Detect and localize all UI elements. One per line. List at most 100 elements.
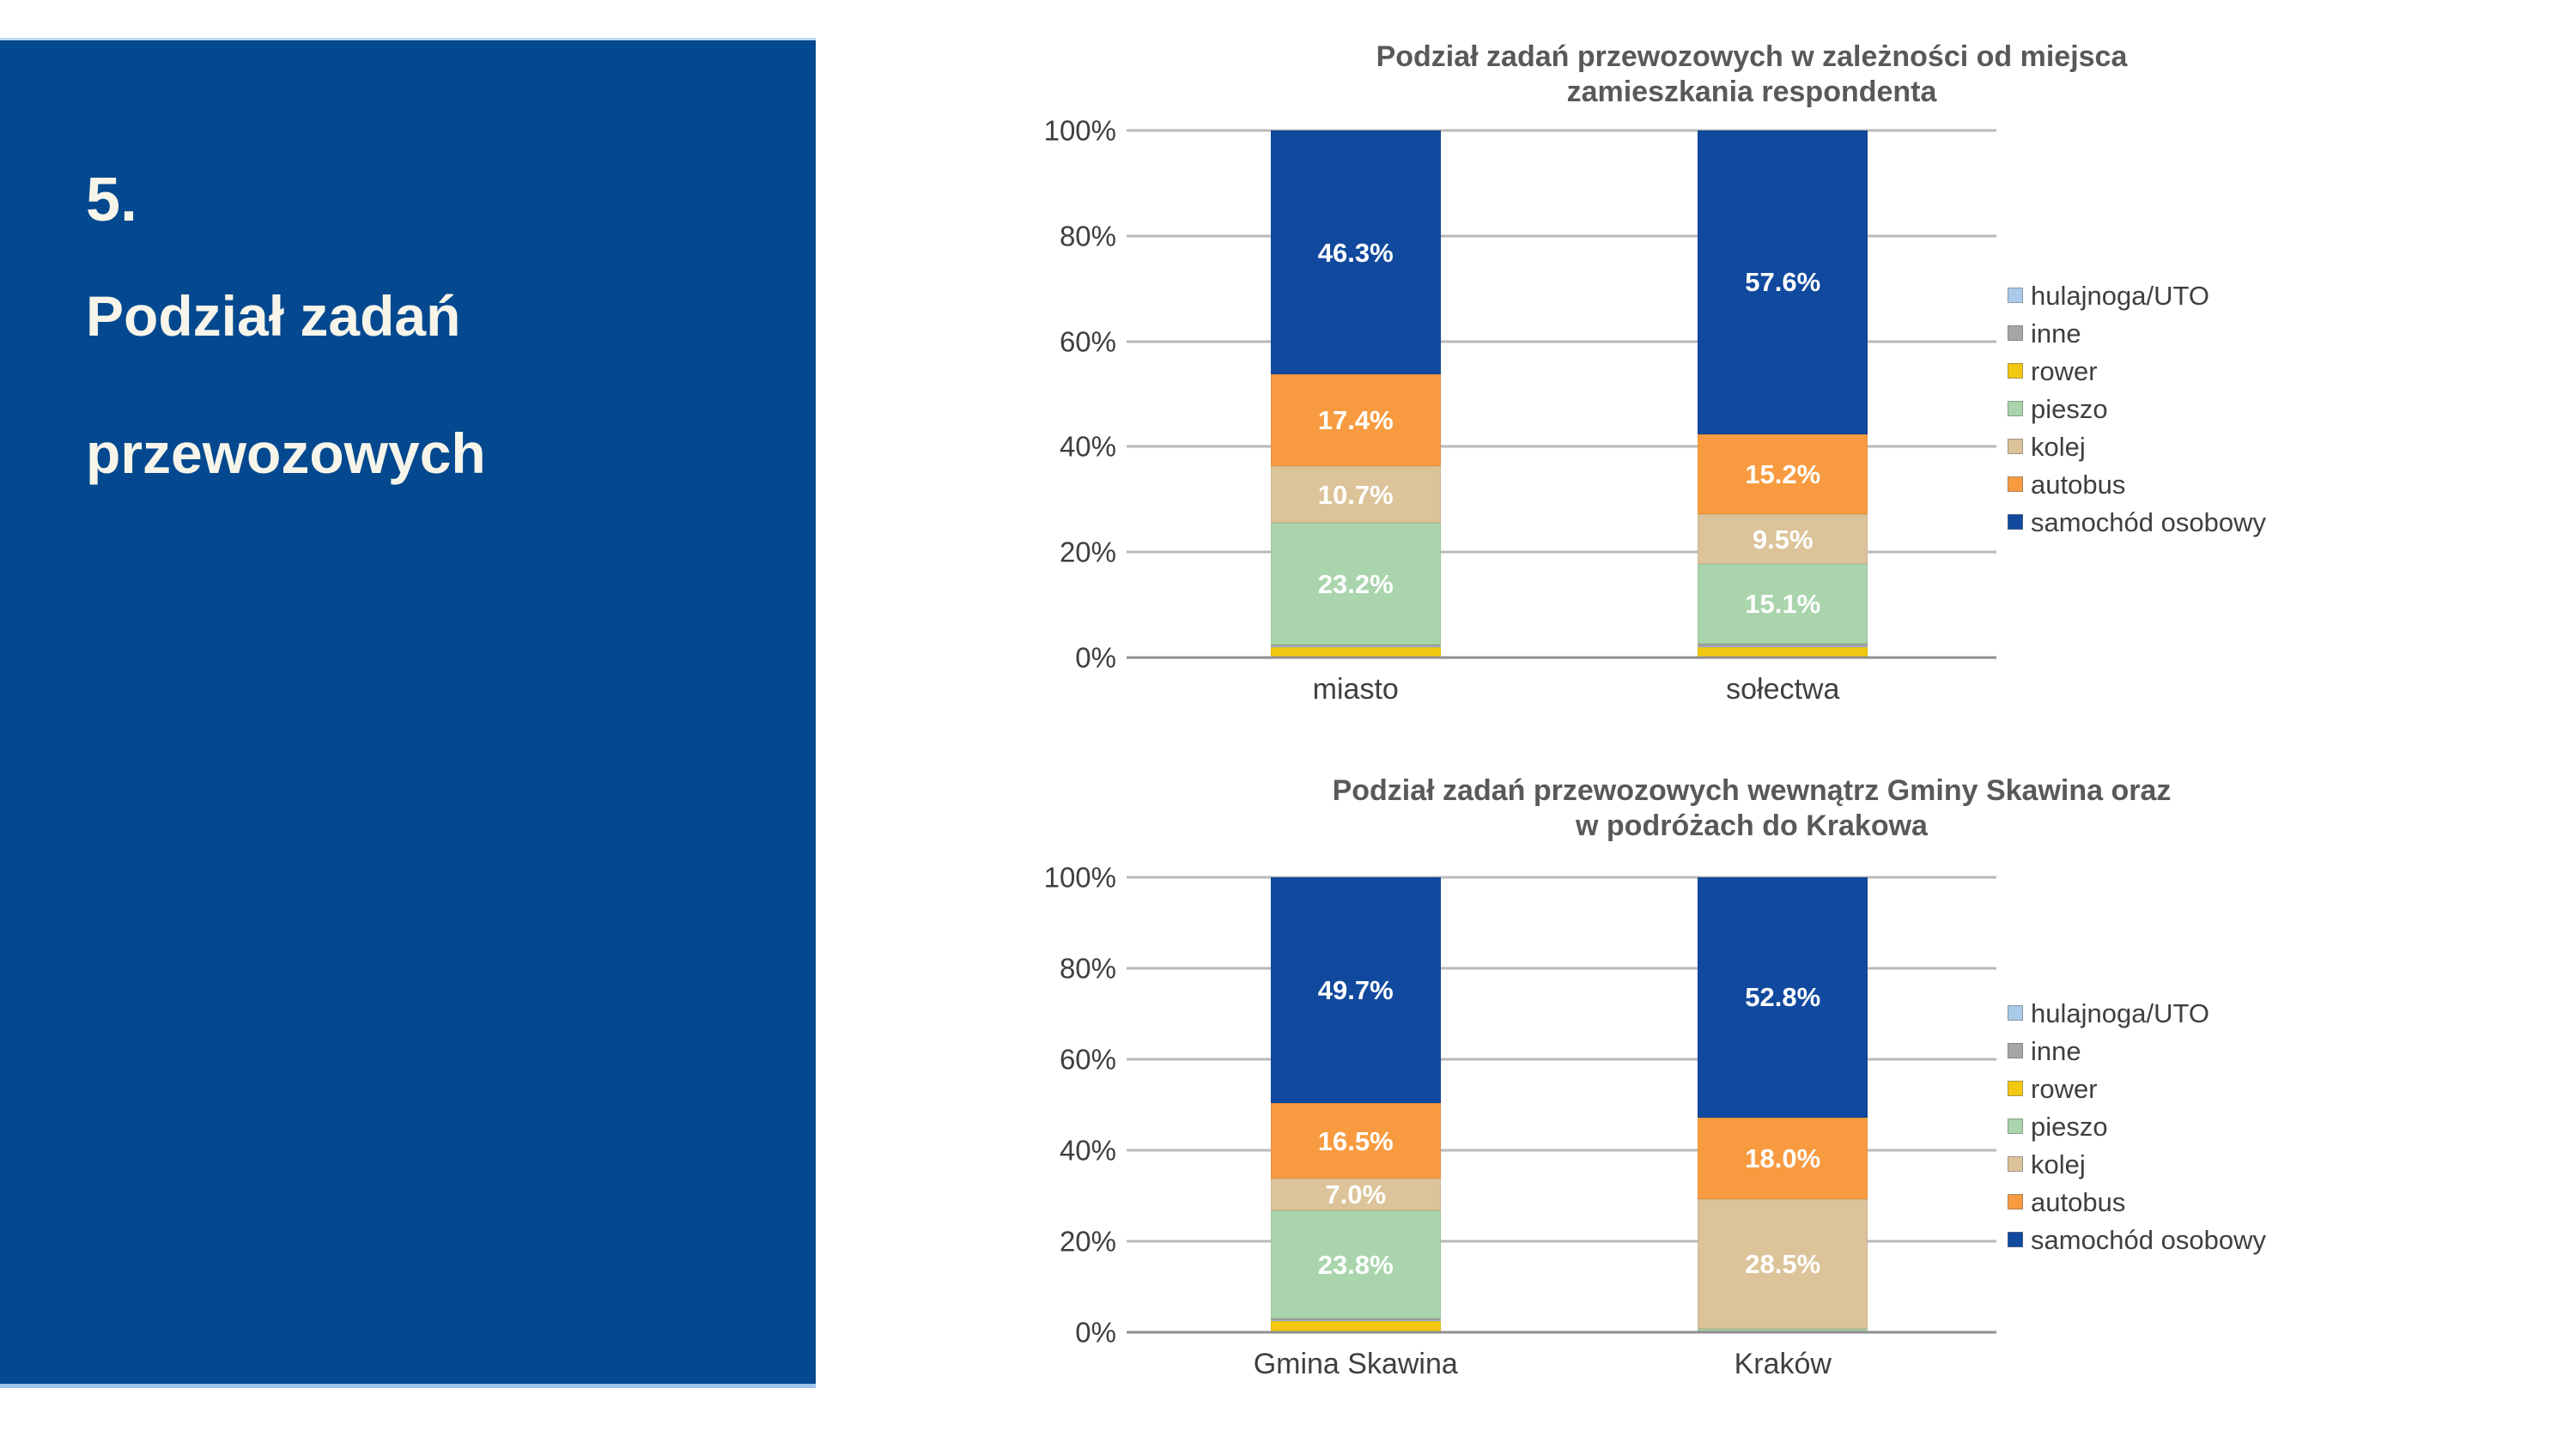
segment-samochod: 52.8%	[1698, 877, 1868, 1118]
segment-kolej: 9.5%	[1698, 514, 1868, 565]
segment-hulajnoga	[1270, 646, 1441, 647]
segment-value-label: 57.6%	[1745, 267, 1821, 298]
segment-autobus: 17.4%	[1270, 374, 1441, 467]
category-slot: 28.5% 18.0% 52.8% Kraków	[1570, 877, 1997, 1380]
segment-autobus: 18.0%	[1698, 1117, 1868, 1200]
segment-value-label: 52.8%	[1745, 982, 1821, 1013]
segment-kolej: 7.0%	[1270, 1178, 1441, 1210]
legend-label: autobus	[2031, 1186, 2126, 1217]
legend-label: autobus	[2031, 469, 2126, 500]
legend-label: pieszo	[2031, 393, 2108, 424]
x-category-label: Gmina Skawina	[1253, 1348, 1458, 1380]
legend-swatch-autobus	[2008, 1194, 2023, 1210]
segment-value-label: 46.3%	[1317, 237, 1394, 268]
segment-value-label: 10.7%	[1317, 479, 1394, 510]
legend-swatch-samochod	[2008, 1232, 2023, 1247]
legend-item-pieszo: pieszo	[2008, 390, 2355, 427]
legend-swatch-kolej	[2008, 1156, 2023, 1172]
segment-pieszo: 23.2%	[1270, 522, 1441, 646]
y-tick-label-100: 100%	[1043, 861, 1116, 894]
gridline-100	[1127, 129, 1996, 132]
stacked-bar: 28.5% 18.0% 52.8%	[1698, 877, 1868, 1332]
legend-label: samochód osobowy	[2031, 506, 2266, 537]
segment-inne	[1270, 645, 1441, 647]
bars-area: 23.2% 10.7% 17.4% 46.3% miasto 15.1% 9.5% 15.2%…	[1142, 130, 1997, 706]
legend-swatch-inne	[2008, 1043, 2023, 1058]
segment-value-label: 23.2%	[1317, 568, 1394, 599]
segment-pieszo	[1698, 1329, 1868, 1332]
category-slot: 23.8% 7.0% 16.5% 49.7% Gmina Skawina	[1142, 877, 1570, 1380]
legend-item-samochod: samochód osobowy	[2008, 503, 2355, 541]
y-tick-label-60: 60%	[1059, 1043, 1116, 1076]
legend-label: rower	[2031, 1073, 2098, 1104]
y-tick-label-0: 0%	[1075, 1316, 1116, 1349]
segment-hulajnoga	[1270, 1320, 1441, 1321]
segment-value-label: 18.0%	[1745, 1143, 1821, 1174]
chart-title-line-2: w podróżach do Krakowa	[1576, 809, 1928, 843]
segment-pieszo: 15.1%	[1698, 564, 1868, 645]
stacked-bar: 23.8% 7.0% 16.5% 49.7%	[1270, 877, 1441, 1332]
legend-swatch-rower	[2008, 363, 2023, 379]
y-tick-label-0: 0%	[1075, 641, 1116, 674]
legend-item-inne: inne	[2008, 314, 2355, 352]
legend-label: hulajnoga/UTO	[2031, 280, 2209, 311]
y-tick-label-20: 20%	[1059, 536, 1116, 568]
stacked-bar: 15.1% 9.5% 15.2% 57.6%	[1698, 130, 1868, 658]
chart-title: Podział zadań przewozowych wewnątrz Gmin…	[1142, 773, 2361, 845]
legend-label: inne	[2031, 318, 2081, 349]
y-tick-label-80: 80%	[1059, 220, 1116, 252]
legend-item-rower: rower	[2008, 352, 2355, 390]
legend-item-pieszo: pieszo	[2008, 1107, 2355, 1145]
legend-item-autobus: autobus	[2008, 1183, 2355, 1221]
segment-rower	[1270, 1320, 1441, 1332]
segment-samochod: 46.3%	[1270, 130, 1441, 375]
legend-swatch-kolej	[2008, 439, 2023, 454]
legend-swatch-pieszo	[2008, 401, 2023, 416]
legend-item-kolej: kolej	[2008, 427, 2355, 465]
legend-item-hulajnoga: hulajnoga/UTO	[2008, 276, 2355, 314]
segment-value-label: 28.5%	[1745, 1249, 1821, 1280]
segment-kolej: 10.7%	[1270, 466, 1441, 523]
gridline-40	[1127, 1149, 1996, 1152]
legend-label: hulajnoga/UTO	[2031, 997, 2209, 1028]
segment-value-label: 9.5%	[1752, 524, 1814, 555]
chart-modal-split-skawina-krakow: Podział zadań przewozowych wewnątrz Gmin…	[1044, 768, 2361, 1446]
segment-inne	[1270, 1319, 1441, 1321]
segment-value-label: 23.8%	[1317, 1249, 1394, 1280]
stacked-bar: 23.2% 10.7% 17.4% 46.3%	[1270, 130, 1441, 658]
segment-rower	[1698, 646, 1868, 658]
segment-value-label: 15.1%	[1745, 589, 1821, 620]
chart-title-line-1: Podział zadań przewozowych wewnątrz Gmin…	[1332, 774, 2172, 807]
chart-legend: hulajnoga/UTO inne rower pieszo kolej autobus…	[2008, 276, 2355, 541]
category-slot: 23.2% 10.7% 17.4% 46.3% miasto	[1142, 130, 1570, 706]
segment-pieszo: 23.8%	[1270, 1210, 1441, 1319]
category-slot: 15.1% 9.5% 15.2% 57.6% sołectwa	[1570, 130, 1997, 706]
legend-swatch-samochod	[2008, 514, 2023, 530]
segment-rower	[1270, 646, 1441, 658]
gridline-80	[1127, 967, 1996, 970]
legend-label: kolej	[2031, 1149, 2086, 1179]
segment-inne	[1698, 644, 1868, 646]
plot-area: 23.8% 7.0% 16.5% 49.7% Gmina Skawina 28.5% 18.…	[1044, 864, 1997, 1380]
segment-hulajnoga	[1698, 646, 1868, 647]
chart-title: Podział zadań przewozowych w zależności …	[1142, 39, 2361, 111]
chart-legend: hulajnoga/UTO inne rower pieszo kolej autobus…	[2008, 994, 2355, 1258]
gridline-100	[1127, 876, 1996, 879]
legend-label: pieszo	[2031, 1111, 2108, 1142]
bars-area: 23.8% 7.0% 16.5% 49.7% Gmina Skawina 28.5% 18.…	[1142, 877, 1997, 1380]
section-title-line-2: przewozowych	[86, 421, 486, 485]
gridline-60	[1127, 340, 1996, 343]
gridline-0	[1127, 1331, 1996, 1334]
segment-samochod: 49.7%	[1270, 877, 1441, 1104]
chart-title-line-2: zamieszkania respondenta	[1566, 76, 1937, 109]
legend-item-autobus: autobus	[2008, 465, 2355, 503]
y-tick-label-80: 80%	[1059, 952, 1116, 985]
chart-modal-split-by-residence: Podział zadań przewozowych w zależności …	[1044, 34, 2361, 755]
x-category-label: Kraków	[1734, 1348, 1832, 1380]
section-title-line-1: Podział zadań	[86, 284, 461, 348]
legend-label: samochód osobowy	[2031, 1224, 2266, 1255]
x-category-label: sołectwa	[1726, 673, 1840, 706]
legend-item-hulajnoga: hulajnoga/UTO	[2008, 994, 2355, 1032]
gridline-20	[1127, 550, 1996, 554]
